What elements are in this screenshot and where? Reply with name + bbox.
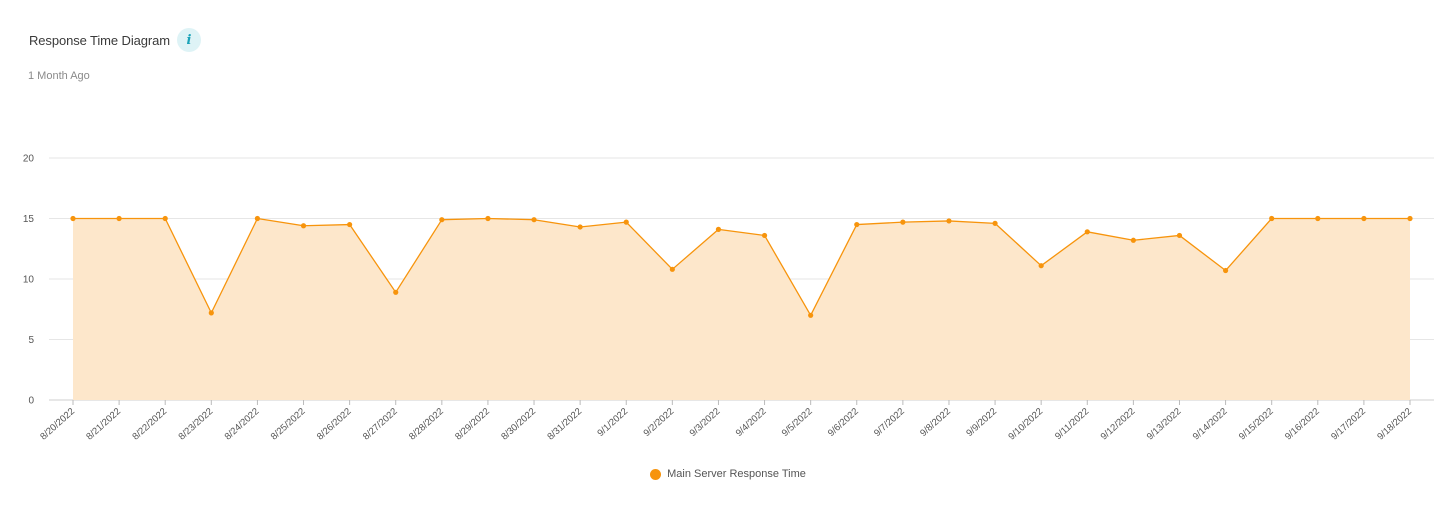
x-tick-label: 9/1/2022	[595, 406, 630, 439]
x-tick-label: 9/16/2022	[1283, 406, 1322, 442]
data-point	[1269, 215, 1275, 222]
data-point	[1407, 215, 1413, 222]
legend-marker	[650, 468, 662, 480]
x-tick-label: 8/26/2022	[315, 406, 354, 442]
y-tick-label-0: 0	[28, 396, 34, 407]
x-tick-label: 9/11/2022	[1053, 406, 1091, 442]
data-point	[1130, 237, 1136, 243]
x-tick-label: 9/2/2022	[642, 406, 677, 439]
x-tick-label: 9/10/2022	[1006, 406, 1045, 442]
x-tick-label: 8/31/2022	[545, 406, 584, 442]
x-tick-label: 8/23/2022	[177, 406, 216, 442]
y-tick-label-5: 5	[28, 335, 34, 346]
data-point	[623, 219, 629, 225]
x-tick-label: 8/25/2022	[269, 406, 308, 442]
data-point	[1084, 229, 1090, 235]
data-point	[1176, 232, 1183, 239]
data-point	[1361, 215, 1367, 222]
data-point	[808, 312, 814, 318]
y-tick-label-20: 20	[23, 154, 35, 165]
series-area	[73, 218, 1410, 400]
data-point	[946, 218, 952, 224]
data-point	[347, 221, 353, 228]
data-point	[669, 266, 675, 272]
data-point	[300, 223, 307, 229]
x-tick-label: 9/8/2022	[918, 406, 953, 439]
series-line	[73, 217, 1410, 316]
data-point	[992, 220, 998, 226]
data-point	[854, 221, 860, 228]
x-tick-label: 9/17/2022	[1329, 406, 1368, 442]
x-tick-label: 9/12/2022	[1099, 406, 1138, 442]
x-tick-label: 9/3/2022	[688, 406, 723, 439]
data-point	[254, 215, 261, 222]
x-tick-label: 9/6/2022	[826, 406, 861, 439]
chart-title: Response Time Diagram	[29, 32, 170, 48]
chart-subtitle: 1 Month Ago	[28, 70, 90, 82]
x-tick-label: 9/13/2022	[1145, 406, 1184, 442]
data-point	[577, 224, 583, 230]
x-tick-label: 8/27/2022	[361, 406, 400, 442]
data-point	[1038, 263, 1044, 269]
x-tick-label: 9/9/2022	[964, 406, 999, 439]
y-tick-label-10: 10	[23, 275, 35, 286]
x-tick-label: 8/24/2022	[223, 406, 262, 442]
data-point	[70, 215, 76, 222]
chart-header: Response Time Diagram i	[29, 28, 201, 52]
x-tick-label: 8/22/2022	[130, 406, 169, 442]
x-tick-label: 9/4/2022	[734, 406, 769, 439]
data-point	[439, 217, 445, 223]
data-point	[485, 215, 491, 222]
y-tick-label-15: 15	[23, 214, 35, 225]
data-point	[531, 217, 537, 223]
x-tick-label: 9/7/2022	[872, 406, 907, 439]
chart-legend[interactable]: Main Server Response Time	[0, 468, 1456, 480]
x-tick-label: 9/15/2022	[1237, 406, 1276, 442]
data-point	[208, 310, 214, 316]
info-icon[interactable]: i	[176, 28, 201, 52]
x-tick-label: 9/5/2022	[780, 406, 815, 439]
data-point	[116, 215, 122, 222]
x-tick-label: 8/29/2022	[453, 406, 492, 442]
data-point	[393, 289, 399, 295]
x-tick-label: 8/20/2022	[38, 406, 77, 442]
data-point	[162, 215, 168, 222]
x-tick-label: 8/21/2022	[84, 406, 123, 442]
x-tick-label: 9/18/2022	[1375, 406, 1414, 442]
x-tick-label: 8/28/2022	[407, 406, 446, 442]
x-tick-label: 9/14/2022	[1191, 406, 1230, 442]
data-point	[761, 232, 768, 239]
legend-label: Main Server Response Time	[667, 468, 806, 480]
data-point	[1222, 267, 1229, 274]
data-point	[715, 226, 722, 232]
data-point	[900, 219, 906, 225]
data-point	[1315, 215, 1321, 222]
x-tick-label: 8/30/2022	[499, 406, 538, 442]
